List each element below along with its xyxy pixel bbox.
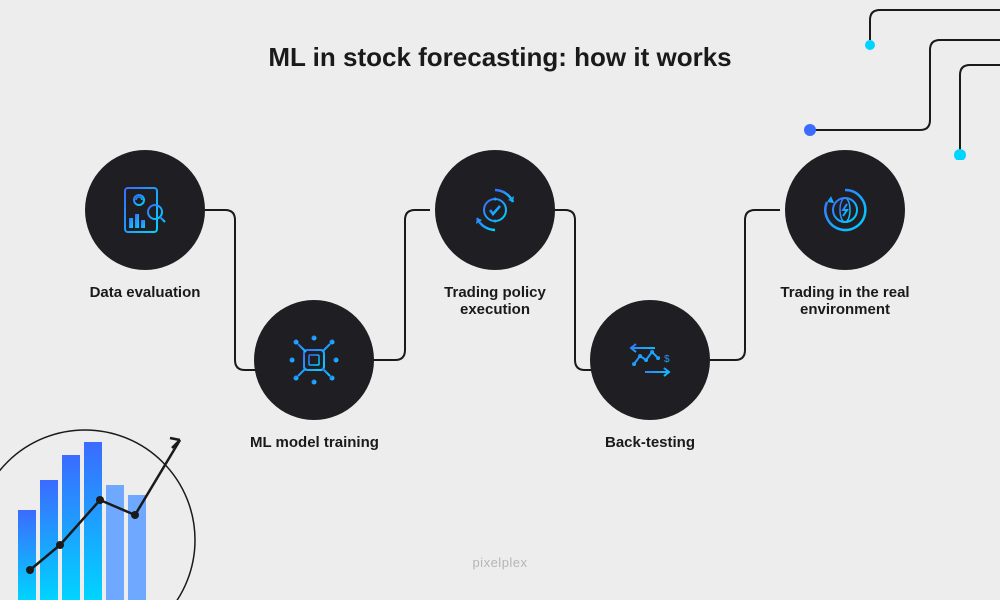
step-circle [435,150,555,270]
cycle-badge-icon [467,182,523,238]
chip-icon [286,332,342,388]
step-label: Trading in the real environment [770,284,920,318]
footer-brand: pixelplex [472,555,527,570]
step-label: Data evaluation [90,284,201,301]
step-ml-training: ML model training [250,300,379,451]
step-back-test: $ Back-testing [590,300,710,451]
svg-text:$: $ [664,354,670,365]
step-label: Back-testing [605,434,695,451]
globe-cycle-icon [817,182,873,238]
step-circle [85,150,205,270]
step-data-eval: Data evaluation [85,150,205,301]
step-circle [785,150,905,270]
step-label: Trading policy execution [420,284,570,318]
exchange-chart-icon: $ [622,332,678,388]
step-circle: $ [590,300,710,420]
step-label: ML model training [250,434,379,451]
step-real-env: Trading in the real environment [770,150,920,318]
doc-chart-icon [117,182,173,238]
step-policy-exec: Trading policy execution [420,150,570,318]
step-circle [254,300,374,420]
